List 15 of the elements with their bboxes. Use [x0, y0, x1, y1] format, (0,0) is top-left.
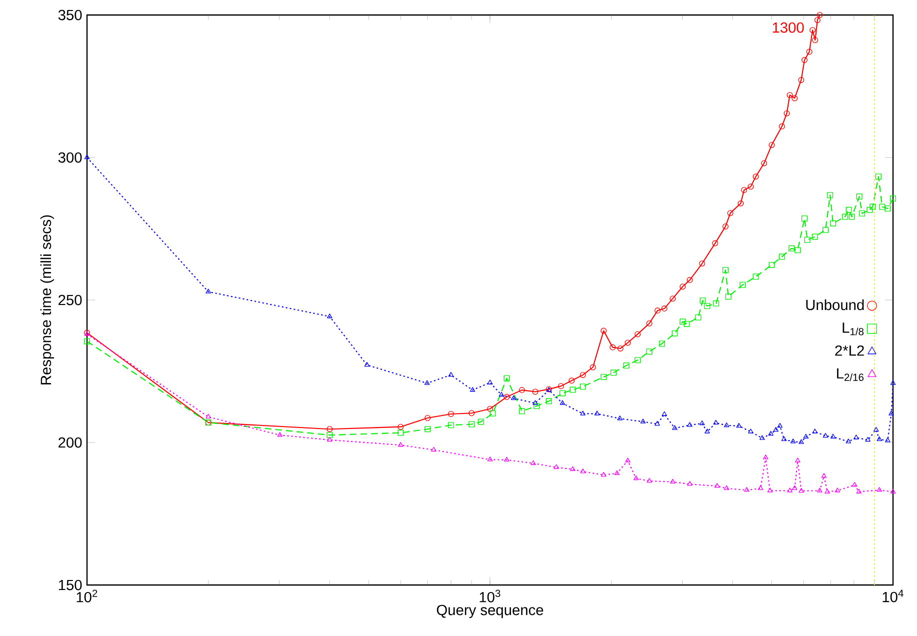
y-tick-label: 300 — [58, 152, 82, 163]
x-tick-label: 10$^{2}$ — [76, 590, 98, 602]
legend-label: Unbound — [806, 299, 864, 310]
x-tick-label: 10$^{4}$ — [882, 590, 904, 602]
x-axis-title: Query sequence — [436, 604, 544, 618]
y-tick-label: 150 — [58, 580, 82, 590]
y-tick-label: 250 — [58, 294, 82, 306]
y-tick-label: 200 — [58, 437, 82, 448]
y-axis-title: Response time (milli secs) — [40, 215, 54, 384]
legend-label: 2*L2 — [835, 345, 864, 356]
legend-label: L$_{2/16}$ — [837, 368, 864, 381]
legend-label: L$_{1/8}$ — [842, 322, 864, 336]
annotation: 1300 — [772, 22, 804, 33]
y-tick-label: 350 — [58, 10, 82, 20]
x-tick-label: 10$^{3}$ — [480, 590, 500, 602]
